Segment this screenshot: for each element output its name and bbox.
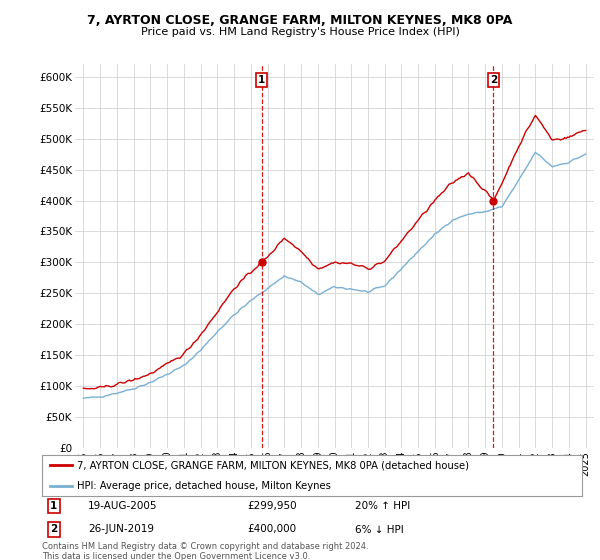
Text: 7, AYRTON CLOSE, GRANGE FARM, MILTON KEYNES, MK8 0PA: 7, AYRTON CLOSE, GRANGE FARM, MILTON KEY… (88, 14, 512, 27)
Text: 2: 2 (490, 75, 497, 85)
Text: Price paid vs. HM Land Registry's House Price Index (HPI): Price paid vs. HM Land Registry's House … (140, 27, 460, 37)
Text: 1: 1 (258, 75, 265, 85)
Text: 20% ↑ HPI: 20% ↑ HPI (355, 501, 410, 511)
Text: 7, AYRTON CLOSE, GRANGE FARM, MILTON KEYNES, MK8 0PA (detached house): 7, AYRTON CLOSE, GRANGE FARM, MILTON KEY… (77, 460, 469, 470)
Text: 19-AUG-2005: 19-AUG-2005 (88, 501, 157, 511)
Text: 1: 1 (50, 501, 58, 511)
Text: HPI: Average price, detached house, Milton Keynes: HPI: Average price, detached house, Milt… (77, 480, 331, 491)
Text: £400,000: £400,000 (247, 525, 296, 534)
Text: Contains HM Land Registry data © Crown copyright and database right 2024.
This d: Contains HM Land Registry data © Crown c… (42, 542, 368, 560)
Text: 2: 2 (50, 525, 58, 534)
Text: 26-JUN-2019: 26-JUN-2019 (88, 525, 154, 534)
Text: £299,950: £299,950 (247, 501, 297, 511)
Text: 6% ↓ HPI: 6% ↓ HPI (355, 525, 404, 534)
